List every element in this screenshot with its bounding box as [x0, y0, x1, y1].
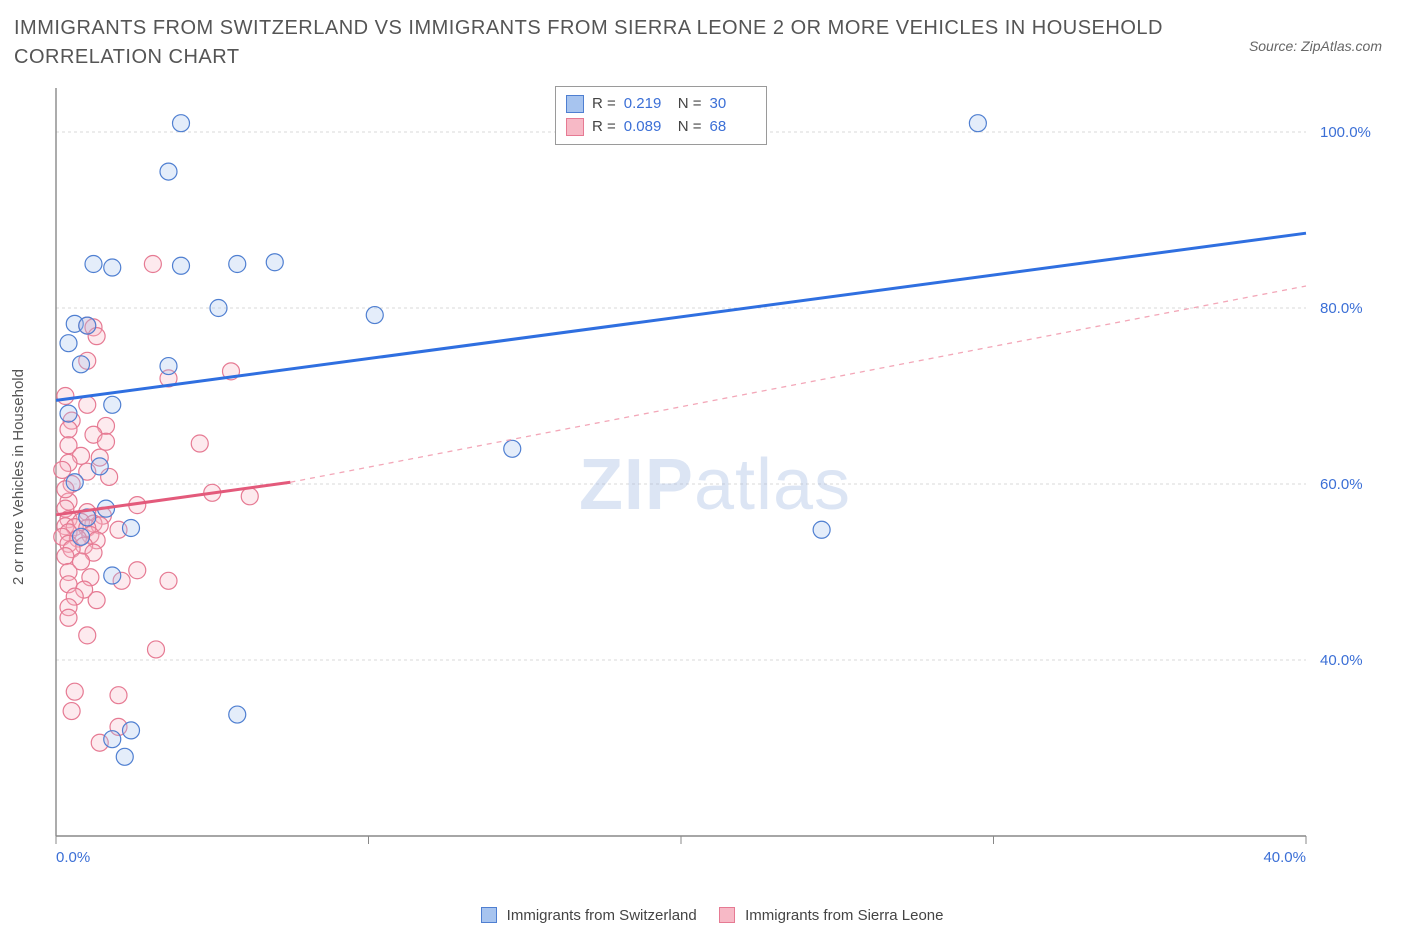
legend-label: Immigrants from Switzerland [507, 907, 697, 924]
plot-svg: 40.0% 60.0% 80.0% 100.0% 0.0% 40.0% [50, 82, 1380, 872]
scatter-plot: 40.0%60.0%80.0%100.0%0.0%40.0% ZIPatlas [50, 82, 1380, 872]
r-value: 0.219 [624, 93, 670, 116]
svg-text:0.0%: 0.0% [56, 849, 90, 866]
chart-title: IMMIGRANTS FROM SWITZERLAND VS IMMIGRANT… [14, 14, 1206, 72]
legend-swatch [566, 118, 584, 136]
svg-text:100.0%: 100.0% [1320, 124, 1371, 141]
n-value: 68 [710, 116, 756, 139]
bottom-legend: Immigrants from Switzerland Immigrants f… [0, 907, 1406, 924]
n-value: 30 [710, 93, 756, 116]
svg-text:60.0%: 60.0% [1320, 476, 1363, 493]
source-attribution: Source: ZipAtlas.com [1249, 38, 1382, 54]
svg-text:80.0%: 80.0% [1320, 300, 1363, 317]
r-label: R = [592, 116, 616, 139]
y-axis-label: 2 or more Vehicles in Household [10, 82, 40, 872]
n-label: N = [678, 116, 702, 139]
legend-row: R = 0.089 N = 68 [566, 116, 756, 139]
svg-text:40.0%: 40.0% [1263, 849, 1306, 866]
legend-swatch [566, 95, 584, 113]
stats-legend: R = 0.219 N = 30 R = 0.089 N = 68 [555, 86, 767, 145]
legend-swatch [719, 907, 735, 923]
r-value: 0.089 [624, 116, 670, 139]
legend-label: Immigrants from Sierra Leone [745, 907, 943, 924]
r-label: R = [592, 93, 616, 116]
legend-swatch [481, 907, 497, 923]
legend-row: R = 0.219 N = 30 [566, 93, 756, 116]
n-label: N = [678, 93, 702, 116]
svg-text:40.0%: 40.0% [1320, 652, 1363, 669]
